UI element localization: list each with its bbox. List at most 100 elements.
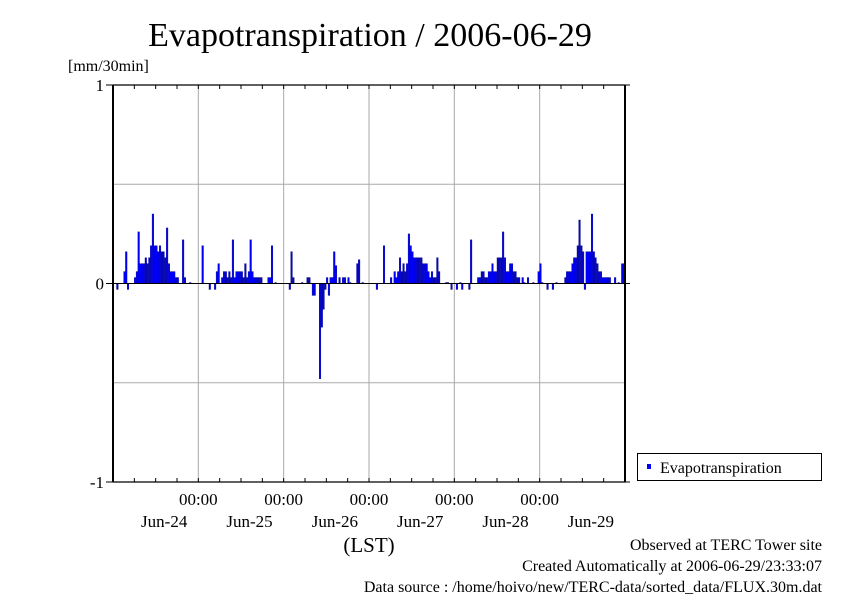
- bar: [134, 277, 137, 284]
- bar: [578, 219, 581, 284]
- bar: [489, 271, 492, 284]
- x-tick-time-label: 00:00: [350, 490, 389, 509]
- bar: [409, 245, 412, 284]
- bar: [592, 251, 595, 284]
- bar: [233, 277, 236, 284]
- bar: [427, 271, 430, 284]
- bar: [514, 271, 517, 284]
- bar: [231, 239, 234, 284]
- bar: [322, 283, 325, 310]
- bar: [226, 277, 229, 284]
- x-tick-time-label: 00:00: [179, 490, 218, 509]
- bar: [159, 245, 162, 284]
- plot-frame: [106, 84, 630, 483]
- bar: [502, 231, 505, 284]
- bar: [247, 271, 250, 284]
- bar: [505, 271, 508, 284]
- bar: [116, 283, 119, 290]
- bar: [246, 277, 249, 284]
- bar: [491, 263, 494, 284]
- x-tick-time-label: 00:00: [435, 490, 474, 509]
- bar: [320, 283, 323, 328]
- bar: [429, 277, 432, 284]
- observed-note: Observed at TERC Tower site: [630, 537, 822, 554]
- bar: [438, 271, 441, 284]
- bar: [425, 263, 428, 284]
- bar: [582, 251, 585, 284]
- bar: [496, 257, 499, 284]
- chart-title: Evapotranspiration / 2006-06-29: [148, 17, 592, 54]
- bar: [486, 277, 489, 284]
- bar: [221, 277, 224, 284]
- bar: [596, 263, 599, 284]
- y-axis-unit-label: [mm/30min]: [68, 58, 149, 75]
- bar: [338, 277, 341, 284]
- bar: [139, 263, 142, 284]
- bar: [347, 277, 350, 284]
- bar: [546, 283, 549, 290]
- bar: [288, 283, 291, 290]
- bar: [512, 271, 515, 284]
- bar: [375, 283, 378, 290]
- bar: [395, 277, 398, 284]
- data-source-note: Data source : /home/hoivo/new/TERC-data/…: [364, 579, 823, 595]
- bar: [267, 277, 270, 284]
- bar: [244, 263, 247, 284]
- bar: [434, 277, 437, 284]
- bar: [432, 277, 435, 284]
- bar: [495, 271, 498, 284]
- bar: [575, 257, 578, 284]
- bar: [402, 263, 405, 284]
- bar: [484, 277, 487, 284]
- bar: [249, 239, 252, 284]
- bar: [397, 271, 400, 284]
- bar: [260, 277, 263, 284]
- bar: [331, 277, 334, 284]
- bar: [566, 271, 569, 284]
- bar: [500, 257, 503, 284]
- legend-swatch: [647, 464, 651, 469]
- bar: [470, 239, 473, 284]
- bar: [127, 283, 130, 290]
- bar: [516, 277, 519, 284]
- bar: [290, 251, 293, 284]
- legend-label: Evapotranspiration: [660, 460, 782, 477]
- bar: [477, 277, 480, 284]
- bar: [411, 251, 414, 284]
- bar: [157, 251, 160, 284]
- y-tick-label: 1: [96, 76, 105, 95]
- bar: [228, 271, 231, 284]
- bar: [480, 271, 483, 284]
- bar: [240, 271, 243, 284]
- bar: [256, 277, 259, 284]
- bar: [431, 271, 434, 284]
- bar: [420, 257, 423, 284]
- bar: [326, 277, 329, 284]
- bar: [327, 283, 330, 296]
- bar: [237, 271, 240, 284]
- bar: [125, 251, 128, 284]
- bar: [258, 277, 261, 284]
- bar: [569, 271, 572, 284]
- bar: [413, 257, 416, 284]
- bar: [171, 271, 174, 284]
- bar: [251, 271, 254, 284]
- bar: [343, 277, 346, 284]
- bar: [407, 233, 410, 284]
- bar: [498, 257, 501, 284]
- bar: [242, 277, 245, 284]
- bar: [479, 277, 482, 284]
- bar: [585, 251, 588, 284]
- bar: [482, 271, 485, 284]
- bar: [393, 271, 396, 284]
- bar: [292, 277, 295, 284]
- bar: [146, 263, 149, 284]
- bar: [607, 277, 610, 284]
- bar: [160, 251, 163, 284]
- bar: [356, 263, 359, 284]
- bar: [404, 271, 407, 284]
- bar: [253, 277, 256, 284]
- bar: [455, 283, 458, 290]
- bar: [239, 271, 242, 284]
